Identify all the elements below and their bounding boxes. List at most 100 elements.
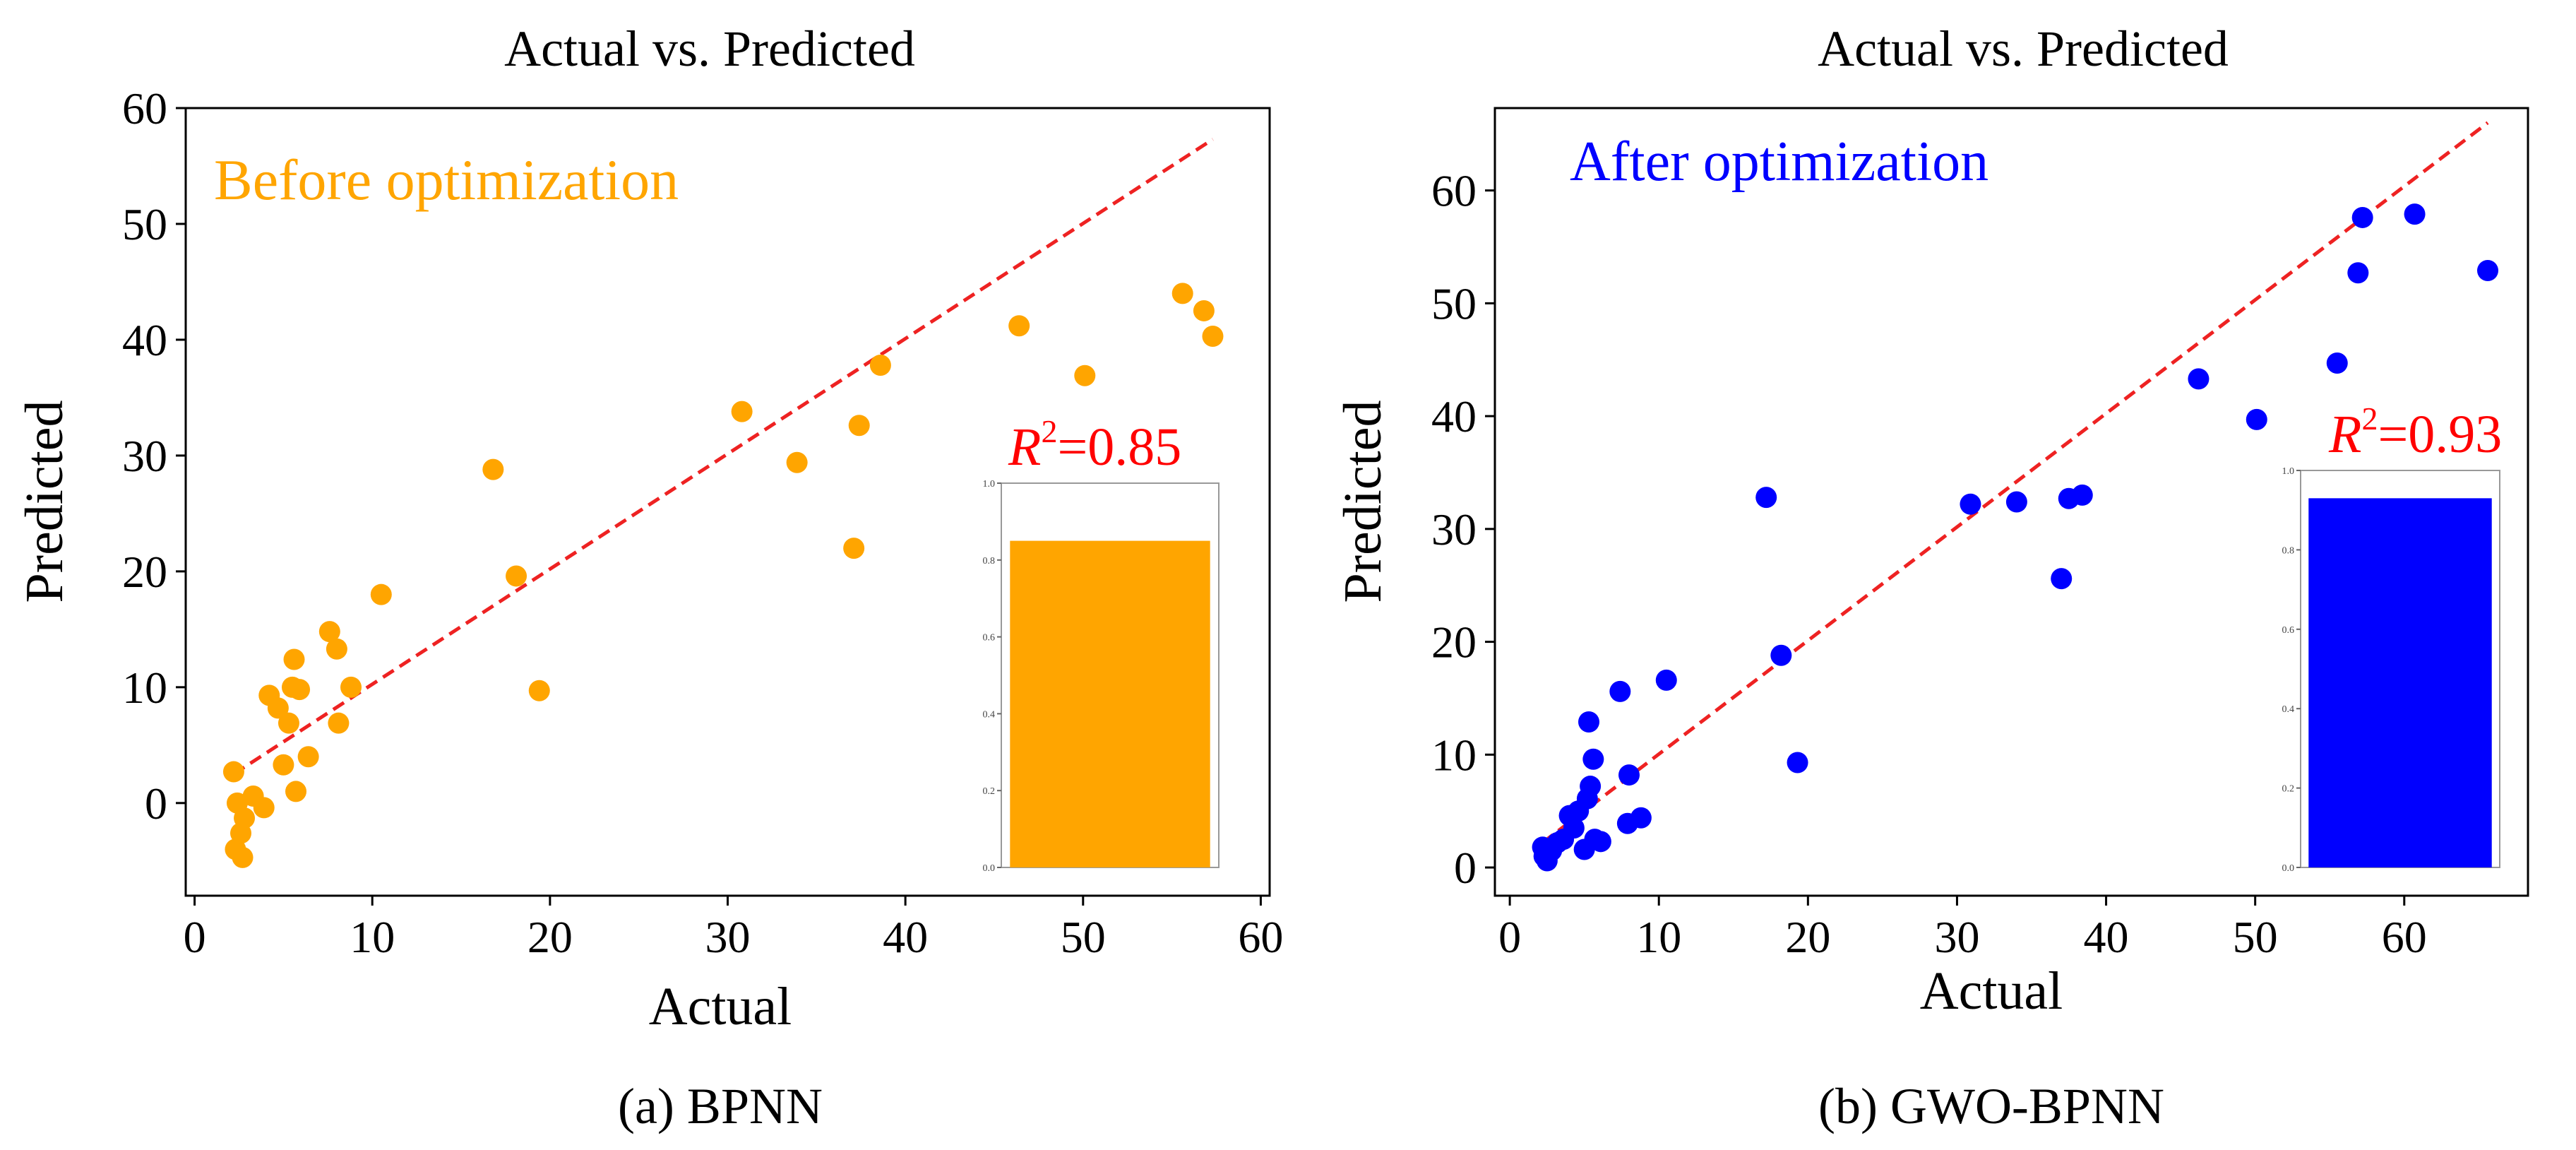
caption-text: GWO-BPNN: [1878, 1078, 2164, 1134]
x-tick-label: 50: [1061, 912, 1106, 962]
r2-label-symbol: R: [2328, 405, 2361, 464]
data-point: [1008, 315, 1030, 337]
data-point: [2051, 568, 2073, 590]
y-tick-label: 30: [122, 431, 167, 481]
data-point: [1202, 326, 1224, 348]
r2-label-superscript: 2: [1041, 413, 1057, 449]
plot-frame: [1493, 107, 2529, 897]
data-point: [278, 712, 299, 734]
data-point: [222, 761, 244, 783]
inset-tick-label: 0.4: [2282, 704, 2295, 715]
y-tick-label: 50: [122, 199, 167, 249]
data-point: [234, 807, 256, 829]
caption-letter: (a): [618, 1078, 674, 1134]
data-point: [289, 679, 311, 701]
x-tick-label: 0: [1498, 912, 1521, 962]
data-point: [1580, 776, 1602, 798]
data-point: [528, 680, 550, 701]
inset-tick-label: 0.8: [983, 556, 996, 567]
inset-tick-label: 0.0: [2282, 863, 2295, 874]
chart-title: Actual vs. Predicted: [504, 20, 915, 77]
data-point: [848, 415, 870, 437]
y-tick-label: 60: [122, 83, 167, 134]
data-point: [1074, 364, 1096, 386]
x-tick-label: 10: [1636, 912, 1681, 962]
y-tick-label: 20: [1431, 617, 1477, 668]
inset-tick-label: 0.4: [983, 709, 996, 720]
y-tick-label: 20: [122, 547, 167, 597]
data-point: [2326, 352, 2348, 374]
x-tick-label: 50: [2233, 912, 2278, 962]
x-tick-label: 10: [350, 912, 395, 962]
r2-label-value: =0.93: [2378, 405, 2502, 464]
data-point: [506, 565, 527, 587]
caption-letter: (b): [1818, 1078, 1878, 1134]
data-point: [326, 638, 347, 660]
data-point: [1563, 817, 1585, 839]
data-point: [1171, 283, 1193, 304]
y-tick-label: 40: [1431, 391, 1477, 441]
figure-caption: (b) GWO-BPNN: [1818, 1078, 2164, 1134]
x-tick-label: 40: [2084, 912, 2129, 962]
r2-inset: 0.0 0.2 0.4 0.6 0.8 1.0 R2=0.93: [2282, 401, 2503, 874]
data-point: [2246, 408, 2267, 430]
fit-line: [1542, 121, 2489, 844]
y-tick-label: 30: [1431, 504, 1477, 555]
data-point: [2071, 484, 2093, 506]
r2-label-value: =0.85: [1057, 417, 1181, 477]
x-tick-label: 40: [883, 912, 928, 962]
r2-label: R2=0.93: [2328, 401, 2502, 464]
inset-tick-label: 0.6: [983, 633, 996, 644]
data-point: [267, 697, 289, 719]
annotation-text: Before optimization: [214, 148, 679, 212]
data-point: [2351, 206, 2373, 228]
r2-inset: 0.0 0.2 0.4 0.6 0.8 1.0 R2=0.85: [983, 413, 1220, 874]
data-point: [843, 538, 865, 559]
chart-title: Actual vs. Predicted: [1818, 20, 2229, 77]
r2-label-superscript: 2: [2361, 401, 2378, 437]
figure-caption: (a) BPNN: [618, 1078, 823, 1134]
data-point: [318, 621, 340, 643]
data-point: [283, 648, 305, 670]
inset-tick-label: 1.0: [983, 479, 996, 490]
chart-a: Actual vs. Predicted 0 10 20 30 40 50 60 0 10 20 30…: [15, 20, 1283, 1134]
data-point: [2404, 203, 2426, 225]
inset-bar: [2308, 498, 2492, 867]
data-point: [1630, 807, 1652, 829]
data-point: [1590, 831, 1611, 853]
y-axis-label: Predicted: [15, 400, 74, 603]
r2-label: R2=0.85: [1008, 413, 1181, 477]
data-point: [2188, 368, 2210, 390]
data-point: [1755, 487, 1777, 509]
data-point: [273, 754, 294, 776]
inset-tick-label: 0.0: [983, 863, 996, 874]
data-point: [2477, 260, 2498, 282]
x-axis-label: Actual: [649, 977, 792, 1036]
inset-tick-label: 0.2: [983, 786, 996, 797]
x-tick-label: 30: [705, 912, 751, 962]
data-point: [1787, 752, 1808, 773]
y-tick-label: 40: [122, 315, 167, 365]
chart-b: Actual vs. Predicted 0 10 20 30 40 50 60 0 10 20 30…: [1333, 20, 2529, 1134]
inset-tick-label: 0.8: [2282, 545, 2295, 556]
inset-tick-label: 1.0: [2282, 466, 2295, 477]
data-point: [1582, 748, 1604, 770]
data-point: [2005, 491, 2027, 513]
x-tick-label: 30: [1934, 912, 1979, 962]
data-point: [2347, 262, 2369, 284]
inset-tick-label: 0.6: [2282, 625, 2295, 636]
annotation-text: After optimization: [1570, 131, 1988, 193]
inset-tick-label: 0.2: [2282, 784, 2295, 795]
y-axis-label: Predicted: [1333, 400, 1393, 603]
data-point: [285, 781, 307, 802]
data-point: [340, 676, 362, 698]
data-point: [1578, 711, 1599, 733]
data-point: [1960, 493, 1981, 515]
y-tick-label: 60: [1431, 166, 1477, 216]
x-tick-label: 20: [527, 912, 573, 962]
data-point: [869, 355, 891, 377]
data-point: [232, 846, 254, 868]
data-point: [297, 746, 319, 768]
x-tick-label: 20: [1785, 912, 1830, 962]
x-tick-label: 0: [184, 912, 206, 962]
